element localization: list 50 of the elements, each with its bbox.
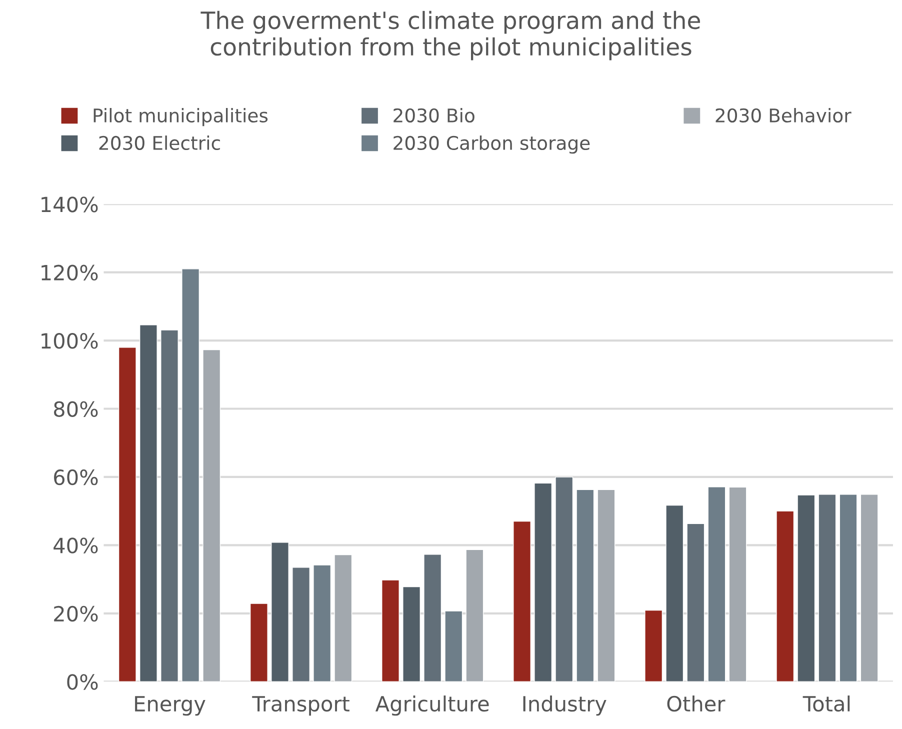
y-tick-label: 100%: [42, 333, 98, 349]
bar: [202, 349, 221, 682]
bar: [139, 324, 158, 682]
y-tick-label: 20%: [54, 606, 98, 622]
bar: [839, 494, 858, 682]
legend-label: Pilot municipalities: [94, 108, 268, 126]
y-tick-label: 80%: [54, 401, 98, 417]
legend-label: 2030 Electric: [99, 136, 220, 150]
x-tick-label: Energy: [135, 696, 206, 716]
bar: [118, 347, 136, 682]
bar: [424, 554, 442, 682]
bar: [686, 523, 705, 682]
bar: [776, 510, 794, 682]
legend-label: 2030 Behavior: [716, 108, 852, 123]
bar: [534, 482, 552, 682]
bar: [728, 486, 747, 682]
bar: [382, 580, 400, 682]
x-tick-label: Other: [667, 696, 726, 712]
x-tick-label: Agriculture: [375, 696, 489, 716]
x-tick-label: Transport: [252, 696, 350, 716]
bar: [182, 268, 200, 682]
bar: [513, 520, 532, 682]
bar: [444, 610, 463, 682]
bar: [313, 564, 332, 682]
bar: [860, 494, 878, 682]
bar: [292, 567, 310, 682]
y-tick-label: 0%: [67, 674, 98, 690]
legend-label: 2030 Carbon storage: [394, 136, 590, 154]
bar: [576, 489, 594, 682]
bar: [818, 494, 836, 682]
bar: [466, 549, 484, 682]
y-tick-label: 40%: [54, 538, 98, 554]
chart-title: The goverment's climate program and the contribution from the pilot municipalities: [200, 10, 700, 60]
x-tick-label: Total: [802, 696, 850, 712]
bar: [250, 603, 268, 682]
legend-label: 2030 Bio: [394, 108, 474, 123]
y-tick-label: 60%: [54, 469, 98, 486]
bar: [555, 476, 574, 682]
bar: [708, 486, 726, 682]
bar: [666, 504, 684, 682]
y-tick-label: 120%: [42, 264, 98, 281]
bar: [402, 586, 421, 682]
bar: [160, 330, 178, 682]
y-tick-label: 140%: [42, 196, 98, 212]
bar: [797, 494, 816, 682]
bar: [271, 542, 289, 682]
bar: [644, 610, 663, 682]
bar: [597, 489, 616, 682]
x-tick-label: Industry: [523, 696, 606, 716]
bar: [334, 554, 352, 682]
